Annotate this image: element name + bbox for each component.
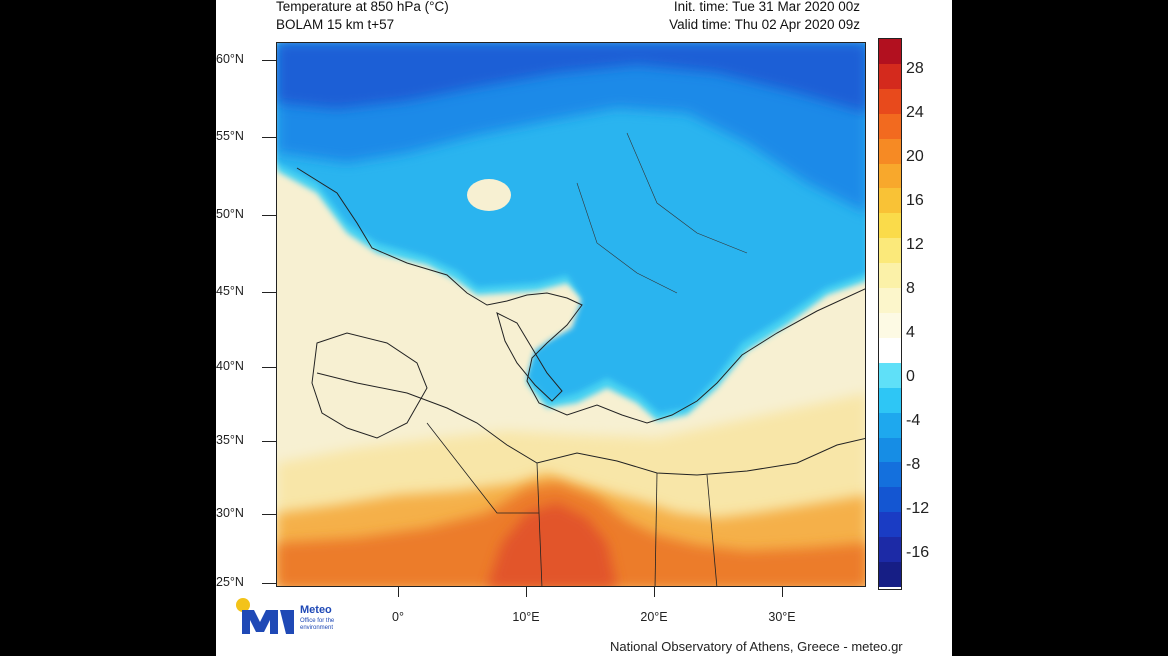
legend-label-minus-12: -12 <box>906 500 930 517</box>
legend-color-step <box>879 213 901 239</box>
legend-color-step <box>879 437 901 463</box>
init-time: Init. time: Tue 31 Mar 2020 00z <box>673 0 860 14</box>
valid-time: Valid time: Thu 02 Apr 2020 09z <box>669 17 860 32</box>
model-label: BOLAM 15 km t+57 <box>276 17 395 32</box>
lat-tick-60 <box>262 60 276 61</box>
africa-coast <box>316 372 865 476</box>
legend-label-28: 28 <box>906 60 924 77</box>
lat-label-35: 35°N <box>216 433 244 447</box>
legend-color-step <box>879 238 901 264</box>
legend-color-step <box>879 88 901 114</box>
lat-label-40: 40°N <box>216 359 244 373</box>
legend-color-step <box>879 387 901 413</box>
legend-color-step <box>879 263 901 289</box>
lat-label-30: 30°N <box>216 506 244 520</box>
legend-label-minus-8: -8 <box>906 456 921 473</box>
lon-tick-0 <box>398 587 399 597</box>
italy-outline <box>496 312 563 402</box>
legend-label-16: 16 <box>906 192 924 209</box>
lon-label-10e: 10°E <box>512 610 540 624</box>
border-5 <box>576 182 678 294</box>
hottest-core <box>487 503 617 586</box>
legend-color-step <box>879 412 901 438</box>
border-4 <box>426 422 539 514</box>
border-1 <box>536 462 543 586</box>
north-deep <box>277 43 865 113</box>
color-legend-bar <box>878 38 902 590</box>
legend-color-step <box>879 462 901 488</box>
lat-tick-35 <box>262 441 276 442</box>
lat-tick-25 <box>262 583 276 584</box>
legend-color-step <box>879 39 901 64</box>
map-panel: Temperature at 850 hPa (°C) BOLAM 15 km … <box>216 0 952 656</box>
legend-label-minus-16: -16 <box>906 544 930 561</box>
lon-tick-10e <box>526 587 527 597</box>
legend-color-step <box>879 163 901 189</box>
legend-color-step <box>879 138 901 164</box>
legend-label-24: 24 <box>906 104 924 121</box>
legend-label-4: 4 <box>906 324 915 341</box>
lat-label-45: 45°N <box>216 284 244 298</box>
legend-color-step <box>879 362 901 388</box>
lon-label-20e: 20°E <box>640 610 668 624</box>
legend-color-step <box>879 188 901 214</box>
legend-label-minus-4: -4 <box>906 412 921 429</box>
lat-label-50: 50°N <box>216 207 244 221</box>
border-2 <box>654 472 658 586</box>
lon-tick-30e <box>782 587 783 597</box>
meteo-logo: Meteo Office for the environment <box>236 596 376 646</box>
lat-label-55: 55°N <box>216 129 244 143</box>
legend-label-12: 12 <box>906 236 924 253</box>
legend-color-step <box>879 312 901 338</box>
lon-label-0: 0° <box>392 610 404 624</box>
legend-color-step <box>879 537 901 563</box>
legend-color-step <box>879 562 901 587</box>
legend-color-step <box>879 512 901 538</box>
temperature-map <box>276 42 866 587</box>
coastline <box>296 167 865 424</box>
lon-label-30e: 30°E <box>768 610 796 624</box>
lat-tick-30 <box>262 514 276 515</box>
iberia-outline <box>311 332 428 439</box>
baltic-warm-pocket <box>467 179 511 211</box>
legend-color-step <box>879 113 901 139</box>
meteo-m-icon <box>242 610 294 634</box>
logo-subtitle: Office for the environment <box>300 618 335 631</box>
temperature-field <box>277 43 865 586</box>
footer-credit: National Observatory of Athens, Greece -… <box>610 639 903 654</box>
lat-tick-40 <box>262 367 276 368</box>
lat-tick-45 <box>262 292 276 293</box>
legend-color-step <box>879 63 901 89</box>
lon-tick-20e <box>654 587 655 597</box>
sun-icon <box>236 598 250 612</box>
lat-label-25: 25°N <box>216 575 244 589</box>
border-3 <box>706 474 718 586</box>
legend-color-step <box>879 288 901 313</box>
lat-tick-55 <box>262 137 276 138</box>
border-6 <box>626 132 748 254</box>
legend-label-20: 20 <box>906 148 924 165</box>
legend-color-step <box>879 487 901 513</box>
logo-name: Meteo <box>300 604 332 616</box>
legend-label-8: 8 <box>906 280 915 297</box>
lat-tick-50 <box>262 215 276 216</box>
legend-label-0: 0 <box>906 368 915 385</box>
legend-color-step <box>879 337 901 363</box>
lat-label-60: 60°N <box>216 52 244 66</box>
chart-title: Temperature at 850 hPa (°C) <box>276 0 449 14</box>
